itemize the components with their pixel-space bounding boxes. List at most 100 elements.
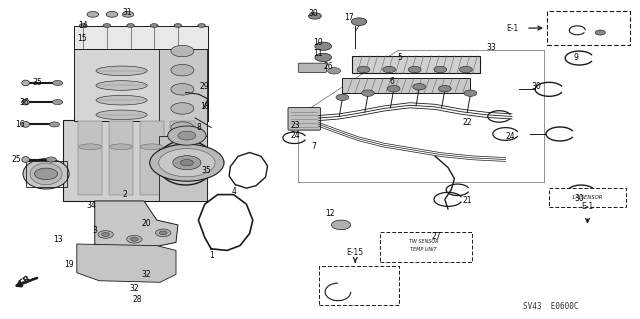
Text: 3: 3	[92, 226, 97, 235]
Circle shape	[387, 85, 400, 92]
Text: TW SENSOR: TW SENSOR	[409, 239, 438, 244]
Text: 4: 4	[231, 187, 236, 196]
Circle shape	[102, 233, 109, 236]
Text: 13: 13	[52, 235, 63, 244]
Text: 35: 35	[201, 166, 211, 175]
Text: 7: 7	[311, 142, 316, 151]
Circle shape	[464, 90, 477, 96]
Circle shape	[308, 13, 321, 19]
Circle shape	[156, 229, 171, 237]
Text: 30: 30	[574, 194, 584, 203]
Ellipse shape	[23, 159, 69, 189]
Text: 32: 32	[141, 271, 151, 279]
Text: 29: 29	[200, 82, 210, 91]
Text: 26: 26	[323, 63, 333, 71]
Circle shape	[171, 84, 194, 95]
Circle shape	[336, 94, 349, 100]
Text: 19: 19	[64, 260, 74, 269]
Circle shape	[98, 231, 113, 238]
Ellipse shape	[79, 144, 102, 150]
FancyBboxPatch shape	[342, 78, 470, 93]
FancyBboxPatch shape	[63, 120, 207, 201]
Ellipse shape	[171, 144, 194, 150]
Circle shape	[35, 168, 58, 180]
Bar	[140, 121, 164, 195]
Polygon shape	[77, 244, 176, 282]
Ellipse shape	[22, 99, 29, 105]
Circle shape	[46, 157, 56, 162]
Text: 33: 33	[486, 43, 497, 52]
Circle shape	[174, 24, 182, 27]
Circle shape	[171, 64, 194, 76]
Circle shape	[383, 66, 396, 73]
Circle shape	[159, 149, 215, 177]
Circle shape	[52, 80, 63, 85]
Text: 21: 21	[463, 197, 472, 205]
Circle shape	[357, 66, 370, 73]
Text: E-15: E-15	[347, 248, 364, 257]
Text: E-1: E-1	[506, 24, 518, 33]
Circle shape	[122, 11, 134, 17]
Text: 23: 23	[291, 121, 301, 130]
Text: FR.: FR.	[17, 272, 36, 289]
Ellipse shape	[140, 144, 163, 150]
Circle shape	[159, 231, 167, 235]
Text: 11: 11	[314, 49, 323, 58]
Ellipse shape	[96, 110, 147, 120]
Text: 30: 30	[308, 9, 319, 18]
Text: 14: 14	[78, 21, 88, 30]
Ellipse shape	[96, 81, 147, 90]
Text: 27: 27	[431, 232, 442, 241]
Text: 10: 10	[313, 38, 323, 47]
FancyBboxPatch shape	[159, 49, 207, 136]
Ellipse shape	[96, 95, 147, 105]
FancyBboxPatch shape	[549, 188, 626, 207]
Text: 30: 30	[531, 82, 541, 91]
Text: 34: 34	[86, 201, 96, 210]
Text: 1: 1	[209, 251, 214, 260]
Circle shape	[408, 66, 421, 73]
Text: 17: 17	[344, 13, 355, 22]
Text: 5: 5	[397, 53, 403, 62]
Ellipse shape	[22, 122, 29, 127]
Text: 9: 9	[573, 53, 579, 62]
Circle shape	[413, 84, 426, 90]
Text: SV43  E0600C: SV43 E0600C	[523, 302, 578, 311]
Text: 8: 8	[196, 123, 201, 132]
Text: 15: 15	[77, 34, 87, 43]
Text: 6: 6	[389, 77, 394, 86]
Circle shape	[131, 237, 138, 241]
Circle shape	[198, 24, 205, 27]
Text: 16: 16	[15, 120, 26, 129]
Text: 18: 18	[200, 102, 209, 111]
Circle shape	[52, 100, 63, 105]
Circle shape	[49, 122, 60, 127]
Text: 36: 36	[19, 98, 29, 107]
Text: 24: 24	[291, 131, 301, 140]
Text: 31: 31	[122, 8, 132, 17]
Circle shape	[168, 126, 206, 145]
Polygon shape	[95, 201, 178, 252]
FancyBboxPatch shape	[74, 49, 208, 121]
Circle shape	[438, 85, 451, 92]
Circle shape	[171, 122, 194, 133]
Circle shape	[180, 160, 193, 166]
Text: 2: 2	[122, 190, 127, 199]
Bar	[109, 121, 133, 195]
FancyBboxPatch shape	[159, 136, 207, 201]
Bar	[170, 121, 195, 195]
Circle shape	[171, 103, 194, 114]
Circle shape	[106, 11, 118, 17]
Text: 25: 25	[11, 155, 21, 164]
Circle shape	[351, 18, 367, 26]
Text: 22: 22	[463, 118, 472, 127]
Circle shape	[150, 24, 158, 27]
Circle shape	[127, 235, 142, 243]
Ellipse shape	[109, 144, 132, 150]
Circle shape	[315, 42, 332, 50]
Text: TEMP UNIT: TEMP UNIT	[410, 247, 437, 252]
Text: 24: 24	[506, 132, 516, 141]
FancyBboxPatch shape	[319, 266, 399, 305]
Circle shape	[460, 66, 472, 73]
Circle shape	[315, 53, 332, 62]
